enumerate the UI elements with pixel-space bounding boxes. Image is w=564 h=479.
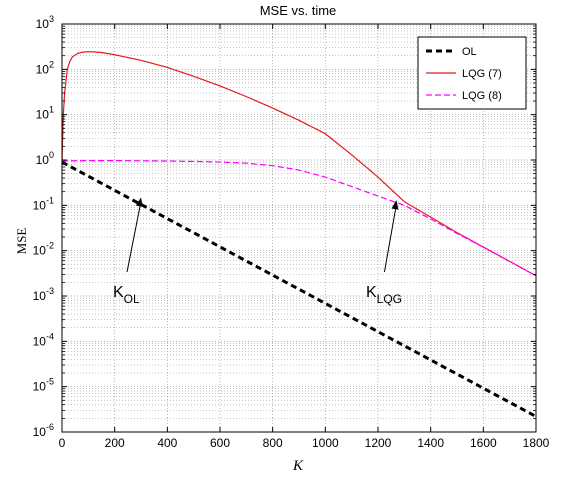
x-tick-label: 1600 [470,436,497,450]
annotation-arrowhead-0 [135,197,143,207]
series-line-2 [61,160,537,277]
annotation-arrow-1 [383,204,397,273]
legend: OL LQG (7) LQG (8) [417,36,527,110]
annotation-arrow-0 [126,201,142,273]
legend-label-1: LQG (7) [462,68,502,80]
x-tick-label: 1200 [365,436,392,450]
y-tick-label: 102 [36,59,54,76]
x-tick-label: 200 [105,436,125,450]
y-tick-label: 100 [36,150,54,167]
series-layer [61,51,537,418]
annotation-arrowhead-1 [391,200,399,210]
legend-label-2: LQG (8) [462,90,502,102]
annotation-label-1: KLQG [366,284,402,306]
x-tick-label: 0 [59,436,66,450]
y-tick-label: 103 [36,14,54,31]
x-tick-label: 1800 [523,436,550,450]
x-tick-label: 600 [210,436,230,450]
x-tick-label: 800 [263,436,283,450]
y-tick-label: 10-3 [33,286,54,303]
y-tick-label: 10-1 [33,195,54,212]
y-tick-label: 10-2 [33,241,54,258]
x-tick-label: 1400 [417,436,444,450]
plot-frame [61,23,537,433]
y-tick-label: 101 [36,105,54,122]
annotations: KOL KLQG [113,197,402,306]
chart-title: MSE vs. time [260,3,337,18]
axes: 0 200 400 600 800 1000 1200 1400 1600 1800 10-6 10-… [33,14,550,450]
y-tick-label: 10-4 [33,331,54,348]
y-tick-label: 10-6 [33,422,54,439]
x-tick-label: 400 [157,436,177,450]
y-axis-label: MSE [14,228,29,255]
series-line-1 [61,51,537,277]
y-tick-label: 10-5 [33,377,54,394]
annotation-label-0: KOL [113,284,140,306]
x-tick-label: 1000 [312,436,339,450]
legend-label-0: OL [462,46,477,58]
x-axis-label: K [292,458,304,474]
